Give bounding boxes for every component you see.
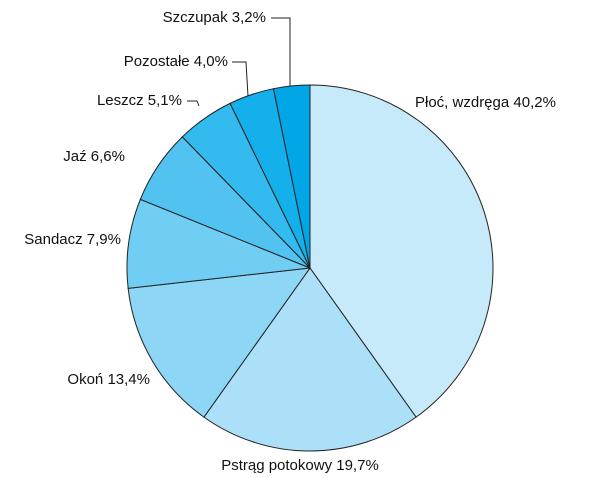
- slice-label: Pstrąg potokowy 19,7%: [221, 457, 379, 474]
- category-label: Pstrąg potokowy: [221, 457, 332, 474]
- slice-label: Sandacz 7,9%: [24, 231, 121, 248]
- value-label: 4,0%: [194, 53, 228, 70]
- slice-label: Płoć, wzdręga 40,2%: [415, 94, 556, 111]
- value-label: 13,4%: [107, 371, 150, 388]
- slice-label: Szczupak 3,2%: [163, 9, 266, 26]
- pie-slice: [126, 198, 311, 289]
- value-label: 19,7%: [336, 457, 379, 474]
- slice-label: Jaź 6,6%: [63, 148, 125, 165]
- value-label: 7,9%: [87, 231, 121, 248]
- pie-slice: [272, 84, 311, 269]
- category-label: Pozostałe: [124, 53, 190, 70]
- pie-slice: [127, 267, 312, 418]
- leader-line: [271, 17, 291, 86]
- value-label: 6,6%: [91, 148, 125, 165]
- slice-label: Pozostałe 4,0%: [124, 53, 228, 70]
- value-label: 3,2%: [232, 9, 266, 26]
- category-label: Płoć, wzdręga: [415, 94, 510, 111]
- slice-label: Leszcz 5,1%: [97, 92, 182, 109]
- category-label: Leszcz: [97, 92, 144, 109]
- pie-slice: [203, 267, 417, 452]
- category-label: Okoń: [67, 371, 103, 388]
- value-label: 5,1%: [148, 92, 182, 109]
- leader-line: [187, 100, 200, 107]
- leader-line: [232, 61, 249, 97]
- slice-label: Okoń 13,4%: [67, 371, 150, 388]
- category-label: Sandacz: [24, 231, 82, 248]
- category-label: Szczupak: [163, 9, 229, 26]
- category-label: Jaź: [63, 148, 86, 165]
- value-label: 40,2%: [513, 94, 556, 111]
- pie-slice: [309, 84, 494, 418]
